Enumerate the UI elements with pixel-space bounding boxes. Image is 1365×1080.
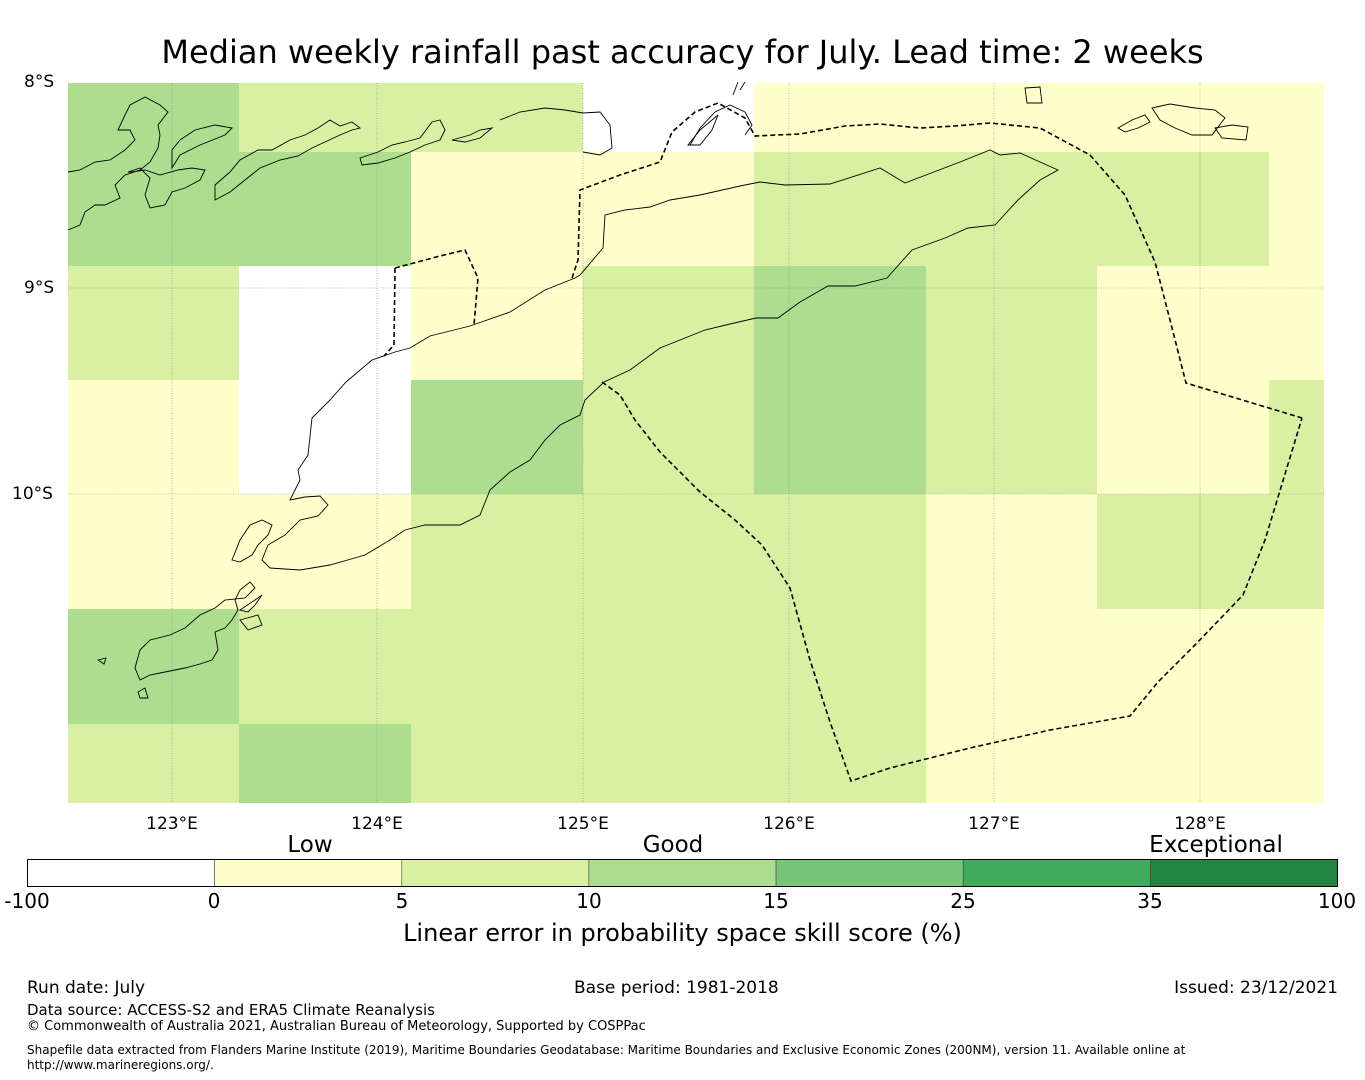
grid-cell <box>239 724 411 803</box>
grid-cell <box>926 266 1097 380</box>
copyright: © Commonwealth of Australia 2021, Austra… <box>27 1019 646 1034</box>
island-coastline <box>689 104 753 146</box>
lat-label: 10°S <box>12 484 53 504</box>
colorbar-segment <box>401 859 590 887</box>
lon-label: 127°E <box>968 814 1020 834</box>
grid-cell <box>411 380 583 494</box>
grid-cell <box>68 724 239 803</box>
eez-boundaries <box>383 102 1303 783</box>
category-label-good: Good <box>642 832 704 858</box>
flores-coastline <box>67 96 169 231</box>
island-coastline <box>1024 86 1043 104</box>
grid-cell <box>68 494 411 609</box>
island-coastline <box>1117 114 1151 133</box>
grid-cell <box>68 266 239 380</box>
eez-boundary-south <box>601 381 1303 783</box>
category-label-exceptional: Exceptional <box>1149 832 1283 858</box>
map-title: Median weekly rainfall past accuracy for… <box>161 33 1204 71</box>
colorbar-tick: 0 <box>207 889 221 913</box>
island-coastline <box>171 124 233 170</box>
shapefile-url: http://www.marineregions.org/. <box>27 1058 214 1072</box>
grid-cell <box>926 494 1097 609</box>
grid-cell <box>68 609 239 724</box>
colorbar-segment <box>962 859 1151 887</box>
island-coastline <box>127 167 206 209</box>
colorbar-segment <box>775 859 964 887</box>
island-coastline <box>1151 103 1226 136</box>
colorbar-segment <box>214 859 403 887</box>
island-coastline <box>499 107 613 156</box>
shapefile-credit: Shapefile data extracted from Flanders M… <box>27 1043 1186 1057</box>
eez-boundary-oecusse <box>383 249 479 357</box>
skill-grid <box>68 83 1324 803</box>
grid-cell <box>583 380 754 494</box>
grid-cell <box>68 152 411 266</box>
grid-cell <box>411 494 926 609</box>
island-coastline <box>137 687 149 699</box>
graticule <box>68 83 1324 803</box>
colorbar-tick: 35 <box>1137 889 1163 913</box>
grid-cell <box>926 724 1324 803</box>
category-label-low: Low <box>287 832 333 858</box>
island-coastline <box>732 81 746 96</box>
colorbar-tick: -100 <box>4 889 50 913</box>
island-coastline <box>134 581 256 681</box>
lon-label: 126°E <box>763 814 815 834</box>
issued-date: Issued: 23/12/2021 <box>1174 978 1338 998</box>
grid-cell <box>1097 494 1324 609</box>
island-coastline <box>214 119 362 201</box>
island-coastline <box>687 114 719 146</box>
colorbar-segment <box>27 859 215 887</box>
grid-cell <box>583 266 754 380</box>
lon-label: 123°E <box>146 814 198 834</box>
colorbar-tick: 15 <box>763 889 789 913</box>
island-coastline <box>1214 124 1249 141</box>
island-coastline <box>231 519 273 563</box>
grid-cell <box>239 266 411 380</box>
lon-label: 125°E <box>557 814 609 834</box>
eez-boundary-north <box>571 102 1303 419</box>
island-coastline <box>359 119 446 166</box>
colorbar-frame <box>27 859 1338 887</box>
colorbar <box>27 859 1338 887</box>
coastlines <box>67 81 1249 699</box>
colorbar-tick: 5 <box>395 889 409 913</box>
lon-label: 124°E <box>351 814 403 834</box>
lon-label: 128°E <box>1174 814 1226 834</box>
grid-cell <box>1097 266 1324 380</box>
grid-cell <box>1269 380 1324 494</box>
grid-cell <box>754 266 926 380</box>
lat-label: 9°S <box>24 278 55 298</box>
skill-map <box>67 81 1324 803</box>
lat-label: 8°S <box>24 72 55 92</box>
colorbar-tick: 10 <box>576 889 602 913</box>
grid-cell <box>239 380 411 494</box>
colorbar-tick: 100 <box>1317 889 1357 913</box>
colorbar-segment <box>588 859 777 887</box>
data-source: Data source: ACCESS-S2 and ERA5 Climate … <box>27 1001 435 1019</box>
grid-cell <box>411 152 754 266</box>
timor-coastline <box>261 149 1060 571</box>
colorbar-tick: 25 <box>950 889 976 913</box>
grid-cell <box>754 152 1269 266</box>
grid-cell <box>68 380 239 494</box>
grid-cell <box>1269 152 1324 266</box>
grid-cell <box>926 609 1324 724</box>
grid-cell <box>926 380 1097 494</box>
grid-cell <box>411 724 926 803</box>
colorbar-label: Linear error in probability space skill … <box>403 919 962 947</box>
island-coastline <box>451 127 494 143</box>
grid-cell <box>754 83 1324 152</box>
island-coastline <box>96 657 107 665</box>
grid-cell <box>411 266 583 380</box>
colorbar-segment <box>1150 859 1338 887</box>
grid-cell <box>754 380 926 494</box>
island-coastline <box>239 614 263 631</box>
run-date: Run date: July <box>27 978 146 998</box>
base-period: Base period: 1981-2018 <box>574 978 779 998</box>
island-coastline <box>238 594 263 613</box>
